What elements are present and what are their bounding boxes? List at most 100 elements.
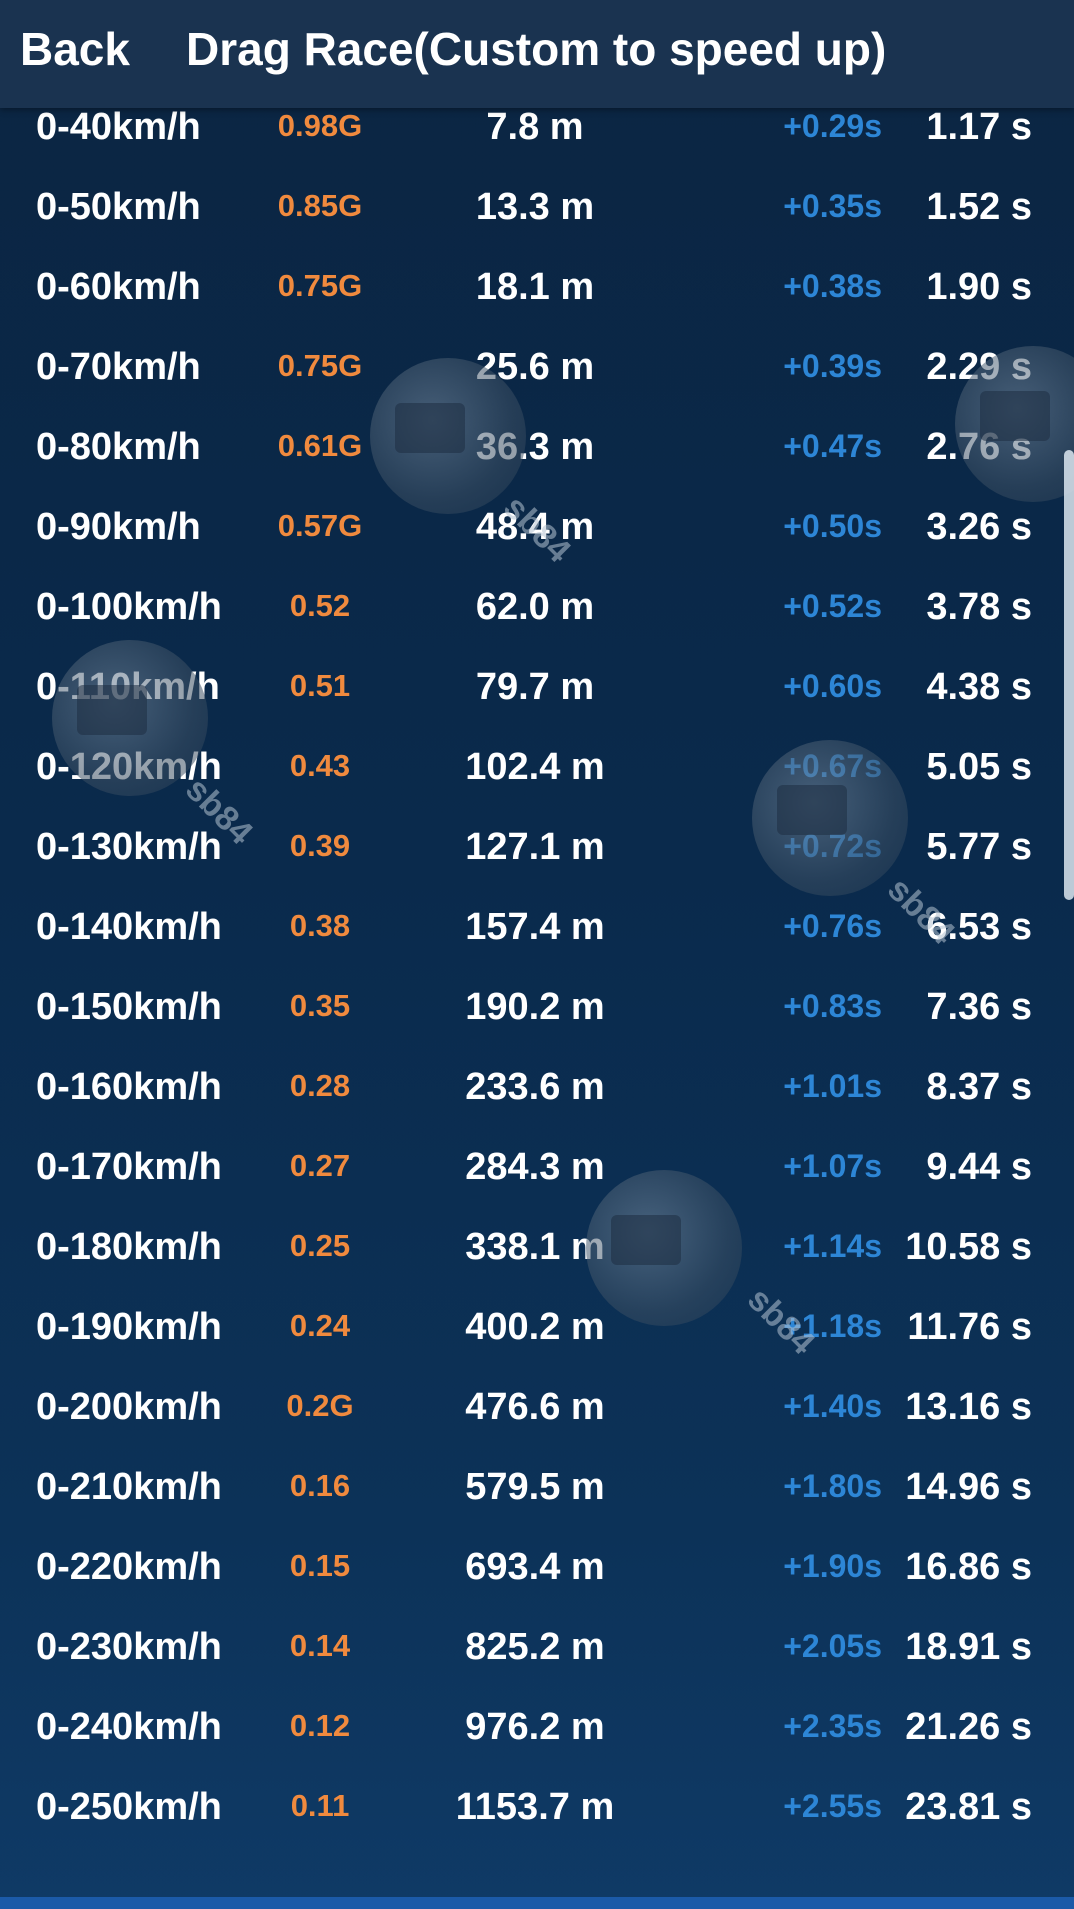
g-force-value: 0.16 — [289, 1468, 351, 1503]
elapsed-time: 1.17 s — [926, 106, 1032, 148]
distance-value: 157.4 m — [465, 906, 605, 948]
g-force-value: 0.2G — [286, 1388, 354, 1423]
table-row: 0-220km/h 0.15 693.4 m +1.90s 16.86 s — [0, 1528, 1074, 1608]
time-delta: +0.60s — [783, 668, 882, 704]
speed-range: 0-250km/h — [36, 1786, 222, 1828]
g-force-value: 0.39 — [289, 828, 351, 863]
table-row: 0-200km/h 0.2G 476.6 m +1.40s 13.16 s — [0, 1368, 1074, 1448]
time-delta: +0.83s — [783, 988, 882, 1024]
elapsed-time: 23.81 s — [905, 1786, 1032, 1828]
g-force-value: 0.14 — [289, 1628, 351, 1663]
speed-range: 0-230km/h — [36, 1626, 222, 1668]
distance-value: 284.3 m — [465, 1146, 605, 1188]
table-row: 0-210km/h 0.16 579.5 m +1.80s 14.96 s — [0, 1448, 1074, 1528]
distance-value: 13.3 m — [475, 186, 595, 228]
back-button[interactable]: Back — [20, 23, 130, 75]
speed-range: 0-70km/h — [36, 346, 201, 388]
speed-range: 0-80km/h — [36, 426, 201, 468]
time-delta: +0.35s — [783, 188, 882, 224]
time-delta: +0.76s — [783, 908, 882, 944]
table-row: 0-140km/h 0.38 157.4 m +0.76s 6.53 s — [0, 888, 1074, 968]
elapsed-time: 6.53 s — [926, 906, 1032, 948]
table-row: 0-40km/h 0.98G 7.8 m +0.29s 1.17 s — [0, 88, 1074, 168]
table-row: 0-120km/h 0.43 102.4 m +0.67s 5.05 s — [0, 728, 1074, 808]
time-delta: +0.67s — [783, 748, 882, 784]
speed-range: 0-210km/h — [36, 1466, 222, 1508]
g-force-value: 0.85G — [277, 188, 363, 223]
distance-value: 1153.7 m — [455, 1786, 615, 1828]
distance-value: 7.8 m — [486, 106, 584, 148]
speed-range: 0-140km/h — [36, 906, 222, 948]
elapsed-time: 7.36 s — [926, 986, 1032, 1028]
scrollbar[interactable] — [1064, 450, 1074, 900]
table-row: 0-130km/h 0.39 127.1 m +0.72s 5.77 s — [0, 808, 1074, 888]
time-delta: +2.05s — [783, 1628, 882, 1664]
elapsed-time: 1.52 s — [926, 186, 1032, 228]
time-delta: +1.90s — [783, 1548, 882, 1584]
table-row: 0-60km/h 0.75G 18.1 m +0.38s 1.90 s — [0, 248, 1074, 328]
time-delta: +0.72s — [783, 828, 882, 864]
table-row: 0-80km/h 0.61G 36.3 m +0.47s 2.76 s — [0, 408, 1074, 488]
speed-range: 0-50km/h — [36, 186, 201, 228]
g-force-value: 0.98G — [277, 108, 363, 143]
elapsed-time: 16.86 s — [905, 1546, 1032, 1588]
time-delta: +0.39s — [783, 348, 882, 384]
g-force-value: 0.57G — [277, 508, 363, 543]
elapsed-time: 2.29 s — [926, 346, 1032, 388]
elapsed-time: 21.26 s — [905, 1706, 1032, 1748]
time-delta: +2.55s — [783, 1788, 882, 1824]
g-force-value: 0.24 — [289, 1308, 351, 1343]
time-delta: +0.38s — [783, 268, 882, 304]
distance-value: 400.2 m — [465, 1306, 605, 1348]
table-row: 0-170km/h 0.27 284.3 m +1.07s 9.44 s — [0, 1128, 1074, 1208]
table-row: 0-110km/h 0.51 79.7 m +0.60s 4.38 s — [0, 648, 1074, 728]
g-force-value: 0.43 — [289, 748, 351, 783]
g-force-value: 0.38 — [289, 908, 351, 943]
g-force-value: 0.27 — [289, 1148, 351, 1183]
speed-range: 0-100km/h — [36, 586, 222, 628]
g-force-value: 0.28 — [289, 1068, 351, 1103]
table-row: 0-150km/h 0.35 190.2 m +0.83s 7.36 s — [0, 968, 1074, 1048]
speed-range: 0-150km/h — [36, 986, 222, 1028]
distance-value: 18.1 m — [475, 266, 595, 308]
speed-range: 0-60km/h — [36, 266, 201, 308]
speed-range: 0-90km/h — [36, 506, 201, 548]
elapsed-time: 9.44 s — [926, 1146, 1032, 1188]
distance-value: 579.5 m — [465, 1466, 605, 1508]
elapsed-time: 5.05 s — [926, 746, 1032, 788]
table-row: 0-180km/h 0.25 338.1 m +1.14s 10.58 s — [0, 1208, 1074, 1288]
g-force-value: 0.61G — [277, 428, 363, 463]
elapsed-time: 10.58 s — [905, 1226, 1032, 1268]
speed-range: 0-180km/h — [36, 1226, 222, 1268]
time-delta: +0.50s — [783, 508, 882, 544]
distance-value: 25.6 m — [475, 346, 595, 388]
distance-value: 48.4 m — [475, 506, 595, 548]
distance-value: 693.4 m — [465, 1546, 605, 1588]
distance-value: 190.2 m — [465, 986, 605, 1028]
elapsed-time: 13.16 s — [905, 1386, 1032, 1428]
table-row: 0-240km/h 0.12 976.2 m +2.35s 21.26 s — [0, 1688, 1074, 1768]
distance-value: 233.6 m — [465, 1066, 605, 1108]
elapsed-time: 14.96 s — [905, 1466, 1032, 1508]
g-force-value: 0.12 — [289, 1708, 351, 1743]
table-row: 0-160km/h 0.28 233.6 m +1.01s 8.37 s — [0, 1048, 1074, 1128]
speed-range: 0-130km/h — [36, 826, 222, 868]
elapsed-time: 3.26 s — [926, 506, 1032, 548]
time-delta: +0.47s — [783, 428, 882, 464]
elapsed-time: 8.37 s — [926, 1066, 1032, 1108]
g-force-value: 0.75G — [277, 348, 363, 383]
speed-range: 0-110km/h — [36, 666, 220, 708]
table-row: 0-230km/h 0.14 825.2 m +2.05s 18.91 s — [0, 1608, 1074, 1688]
speed-range: 0-160km/h — [36, 1066, 222, 1108]
g-force-value: 0.35 — [289, 988, 351, 1023]
table-row: 0-190km/h 0.24 400.2 m +1.18s 11.76 s — [0, 1288, 1074, 1368]
time-delta: +1.07s — [783, 1148, 882, 1184]
elapsed-time: 11.76 s — [907, 1306, 1032, 1348]
results-table: 0-40km/h 0.98G 7.8 m +0.29s 1.17 s 0-50k… — [0, 88, 1074, 1848]
speed-range: 0-170km/h — [36, 1146, 222, 1188]
distance-value: 338.1 m — [465, 1226, 605, 1268]
speed-range: 0-120km/h — [36, 746, 222, 788]
distance-value: 127.1 m — [465, 826, 605, 868]
time-delta: +1.01s — [783, 1068, 882, 1104]
time-delta: +1.80s — [783, 1468, 882, 1504]
